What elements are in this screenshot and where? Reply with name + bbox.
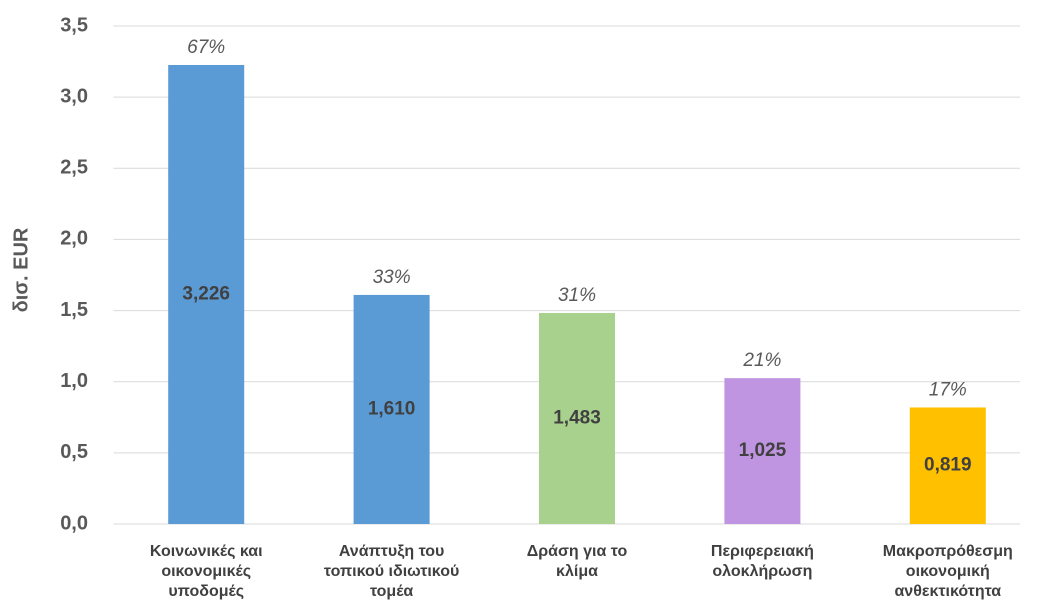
bar	[539, 312, 615, 524]
x-tick-line: ολοκλήρωση	[712, 563, 812, 580]
x-tick-line: τοπικού ιδιωτικού	[324, 563, 459, 580]
bar	[168, 64, 245, 525]
y-tick-label: 2,0	[60, 228, 88, 250]
value-label: 3,226	[182, 284, 230, 305]
y-tick-label: 0,5	[60, 441, 88, 463]
share-label: 67%	[187, 37, 225, 58]
x-tick-label: Ανάπτυξη του τοπικού ιδιωτικού τομέα	[324, 543, 459, 600]
y-axis-label: δισ. EUR	[10, 227, 32, 312]
y-tick-label: 0,0	[60, 512, 88, 534]
x-tick-line: Κοινωνικές και	[150, 543, 263, 560]
bar	[353, 294, 430, 524]
y-tick-label: 3,0	[60, 85, 88, 107]
share-label: 33%	[373, 267, 411, 288]
value-label: 1,610	[368, 398, 416, 419]
x-tick-label: Κοινωνικές και οικονομικές υποδομές	[150, 543, 263, 600]
y-tick-label: 1,0	[60, 370, 88, 392]
value-label: 1,483	[553, 408, 601, 429]
x-tick-line: Περιφερειακή	[711, 543, 814, 560]
y-tick-label: 1,5	[60, 299, 88, 321]
x-tick-label: Δράση για το κλίμα	[527, 543, 628, 580]
share-label: 31%	[558, 285, 596, 306]
x-tick-line: Δράση για το	[527, 543, 628, 560]
y-tick-label: 2,5	[60, 157, 88, 179]
x-tick-line: Μακροπρόθεσμη	[883, 543, 1013, 560]
share-label: 21%	[742, 350, 781, 371]
value-label: 1,025	[739, 440, 787, 461]
x-tick-line: οικονομική	[906, 563, 990, 580]
x-tick-line: υποδομές	[168, 583, 244, 600]
share-label: 17%	[929, 379, 967, 400]
x-tick-label: Περιφερειακή ολοκλήρωση	[711, 543, 814, 580]
x-tick-line: ανθεκτικότητα	[894, 583, 1001, 600]
bar	[724, 378, 801, 524]
x-tick-line: τομέα	[370, 583, 413, 600]
bar	[909, 407, 986, 524]
x-tick-line: κλίμα	[556, 563, 598, 580]
x-tick-line: Ανάπτυξη του	[339, 543, 445, 560]
x-tick-label: Μακροπρόθεσμη οικονομική ανθεκτικότητα	[883, 543, 1013, 600]
value-label: 0,819	[924, 455, 972, 476]
x-tick-line: οικονομικές	[161, 563, 251, 580]
y-tick-label: 3,5	[60, 14, 88, 36]
